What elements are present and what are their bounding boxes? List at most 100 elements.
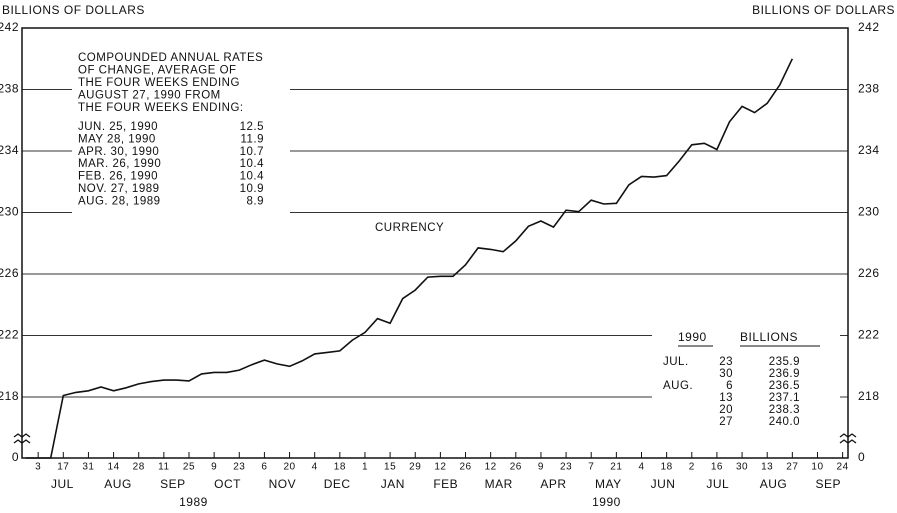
x-tick-label: 31 xyxy=(82,462,94,473)
table-day: 23 xyxy=(719,356,733,368)
y-tick-label: 222 xyxy=(0,328,19,342)
table-header: 1990 xyxy=(678,330,707,344)
rates-note: OF CHANGE, AVERAGE OF xyxy=(78,65,237,77)
rates-note: THE FOUR WEEKS ENDING xyxy=(78,77,240,89)
year-label: 1989 xyxy=(179,495,208,509)
table-header: BILLIONS xyxy=(740,330,798,344)
rate-value: 10.7 xyxy=(240,146,264,158)
data-line xyxy=(25,58,794,459)
x-tick-label: 4 xyxy=(312,462,318,473)
table-value: 240.0 xyxy=(769,416,800,428)
x-tick-label: 1 xyxy=(362,462,368,473)
x-tick-label: 2 xyxy=(689,462,695,473)
month-label: AUG xyxy=(760,477,788,491)
x-tick-label: 18 xyxy=(661,462,673,473)
rate-value: 10.4 xyxy=(240,158,264,170)
month-label: OCT xyxy=(214,477,241,491)
month-label: SEP xyxy=(160,477,186,491)
break-mark-right xyxy=(839,433,857,444)
month-label: JUL xyxy=(51,477,74,491)
table-value: 238.3 xyxy=(769,404,800,416)
series-label: CURRENCY xyxy=(375,222,444,234)
rate-date: APR. 30, 1990 xyxy=(78,146,159,158)
month-label: JAN xyxy=(381,477,405,491)
x-tick-label: 11 xyxy=(158,462,169,473)
x-tick-label: 13 xyxy=(761,462,773,473)
month-label: MAR xyxy=(485,477,513,491)
x-tick-label: 9 xyxy=(538,462,544,473)
x-tick-label: 6 xyxy=(261,462,267,473)
x-tick-label: 30 xyxy=(736,462,748,473)
month-label: DEC xyxy=(324,477,351,491)
break-mark-left xyxy=(13,433,31,444)
y2-tick-label: 234 xyxy=(858,143,880,157)
y-tick-label: 218 xyxy=(0,389,19,403)
x-tick-label: 23 xyxy=(233,462,245,473)
y2-tick-label: 238 xyxy=(858,82,880,96)
x-tick-label: 7 xyxy=(588,462,594,473)
x-tick-label: 23 xyxy=(560,462,572,473)
rate-value: 10.9 xyxy=(240,183,264,195)
table-value: 236.9 xyxy=(769,368,800,380)
rates-note: THE FOUR WEEKS ENDING: xyxy=(78,102,244,114)
month-label: SEP xyxy=(815,477,841,491)
y2-tick-label: 230 xyxy=(858,205,880,219)
x-tick-label: 26 xyxy=(459,462,471,473)
x-tick-label: 14 xyxy=(108,462,120,473)
month-label: JUN xyxy=(651,477,676,491)
rate-date: FEB. 26, 1990 xyxy=(78,171,158,183)
table-day: 27 xyxy=(719,416,733,428)
x-tick-label: 28 xyxy=(133,462,145,473)
y2-axis-label: BILLIONS OF DOLLARS xyxy=(752,3,895,17)
x-tick-label: 12 xyxy=(434,462,446,473)
month-label: NOV xyxy=(269,477,297,491)
x-tick-label: 27 xyxy=(786,462,798,473)
month-label: APR xyxy=(540,477,566,491)
x-tick-label: 4 xyxy=(638,462,644,473)
table-value: 235.9 xyxy=(769,356,800,368)
rate-value: 11.9 xyxy=(240,133,264,145)
y2-tick-label: 222 xyxy=(858,328,880,342)
y-axis-label: BILLIONS OF DOLLARS xyxy=(2,3,145,17)
year-label: 1990 xyxy=(592,495,621,509)
rate-date: AUG. 28, 1989 xyxy=(78,195,161,207)
x-tick-label: 16 xyxy=(711,462,723,473)
y-tick-label: 238 xyxy=(0,82,19,96)
month-label: AUG xyxy=(104,477,132,491)
table-month: AUG. xyxy=(663,380,693,392)
y2-tick-label: 218 xyxy=(858,389,880,403)
x-tick-label: 3 xyxy=(35,462,41,473)
table-value: 236.5 xyxy=(769,380,800,392)
x-tick-label: 25 xyxy=(183,462,195,473)
y2-tick-label: 0 xyxy=(858,450,865,464)
rates-note: COMPOUNDED ANNUAL RATES xyxy=(78,52,263,64)
rate-date: JUN. 25, 1990 xyxy=(78,121,158,133)
x-tick-label: 15 xyxy=(384,462,396,473)
month-label: MAY xyxy=(595,477,622,491)
y-tick-label: 226 xyxy=(0,266,19,280)
table-day: 20 xyxy=(719,404,733,416)
x-tick-label: 18 xyxy=(334,462,346,473)
x-tick-label: 12 xyxy=(485,462,497,473)
plot-frame xyxy=(21,27,849,459)
table-day: 30 xyxy=(719,368,733,380)
rates-note: AUGUST 27, 1990 FROM xyxy=(78,90,221,102)
y-tick-label: 0 xyxy=(12,450,19,464)
rate-value: 10.4 xyxy=(240,171,264,183)
x-tick-label: 20 xyxy=(283,462,295,473)
x-tick-label: 29 xyxy=(409,462,421,473)
y-tick-label: 242 xyxy=(0,20,19,34)
rate-value: 8.9 xyxy=(247,195,265,207)
x-tick-label: 21 xyxy=(610,462,622,473)
y-tick-label: 234 xyxy=(0,143,19,157)
y2-tick-label: 242 xyxy=(858,20,880,34)
table-box xyxy=(652,322,840,434)
x-tick-label: 24 xyxy=(837,462,849,473)
table-month: JUL. xyxy=(663,356,689,368)
y2-tick-label: 226 xyxy=(858,266,880,280)
table-day: 6 xyxy=(726,380,733,392)
x-tick-label: 17 xyxy=(57,462,69,473)
x-tick-label: 26 xyxy=(510,462,522,473)
